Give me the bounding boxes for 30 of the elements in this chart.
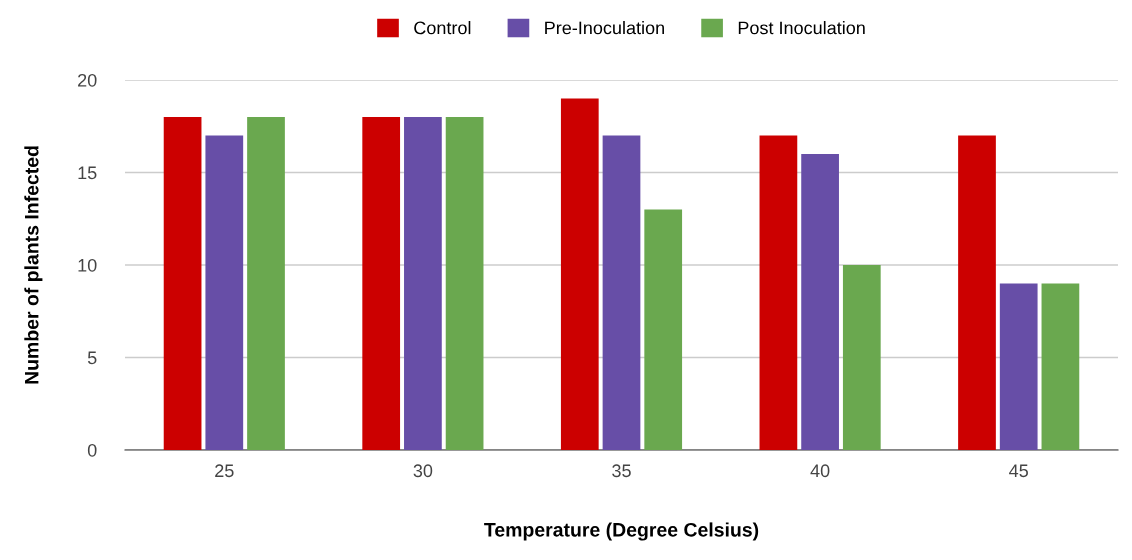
x-tick-label: 45	[1009, 464, 1028, 478]
bar	[362, 117, 401, 450]
x-tick-label: 30	[413, 464, 433, 478]
x-tick-label: 40	[810, 464, 830, 478]
bar	[958, 135, 996, 450]
bar	[560, 98, 599, 450]
bar	[404, 117, 442, 450]
legend-label: Post Inoculation	[738, 21, 865, 35]
x-axis-title: Temperature (Degree Celsius)	[484, 522, 759, 541]
bar	[602, 135, 641, 450]
legend-label: Control	[414, 21, 471, 35]
bar	[759, 135, 798, 450]
bar	[801, 154, 839, 450]
y-tick-label: 0	[87, 443, 97, 457]
bar	[205, 135, 244, 450]
y-tick-label: 20	[78, 73, 97, 87]
x-tick-label: 35	[612, 464, 631, 478]
y-axis-title: Number of plants Infected	[24, 146, 43, 384]
bar	[999, 283, 1038, 450]
bar	[445, 117, 484, 450]
bar	[842, 265, 881, 450]
bar	[163, 117, 202, 450]
y-tick-label: 15	[78, 166, 97, 180]
y-tick-label: 10	[78, 258, 97, 272]
y-tick-label: 5	[87, 351, 97, 365]
bar	[1041, 283, 1080, 450]
bar	[247, 117, 285, 450]
legend-label: Pre-Inoculation	[545, 21, 664, 35]
x-tick-label: 25	[215, 464, 234, 478]
bar	[644, 209, 683, 450]
